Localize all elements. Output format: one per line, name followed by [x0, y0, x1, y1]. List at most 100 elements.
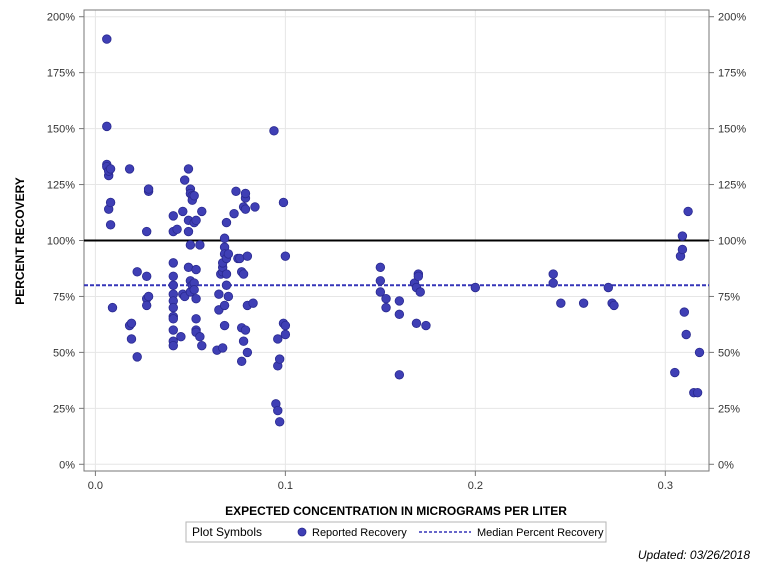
data-point: [548, 269, 558, 279]
data-point: [102, 34, 112, 44]
data-point: [132, 267, 142, 277]
data-point: [242, 251, 253, 261]
data-point: [229, 208, 239, 219]
data-point: [221, 269, 232, 279]
legend: Plot Symbols Reported Recovery Median Pe…: [185, 521, 607, 543]
y-tick-label-right: 175%: [718, 68, 746, 80]
data-point: [195, 332, 205, 342]
legend-marker-reported-recovery: [297, 527, 307, 537]
data-point: [217, 343, 228, 353]
y-tick-label-left: 200%: [47, 12, 75, 24]
data-point: [168, 211, 178, 221]
data-point: [143, 184, 154, 194]
data-point: [280, 320, 291, 331]
data-point: [141, 226, 152, 237]
data-point: [274, 417, 285, 427]
updated-date-text: Updated: 03/26/2018: [637, 548, 750, 562]
x-tick-label: 0.0: [88, 480, 103, 492]
data-point: [413, 271, 424, 282]
data-point: [185, 240, 196, 250]
data-point: [603, 282, 614, 293]
data-point: [556, 298, 566, 308]
data-point: [681, 329, 691, 340]
data-point: [221, 217, 232, 228]
y-tick-label-right: 0%: [718, 459, 734, 471]
data-point: [219, 300, 230, 311]
data-point: [143, 291, 154, 302]
y-axis-title: PERCENT RECOVERY: [13, 177, 27, 305]
data-point: [692, 387, 703, 398]
legend-label-median-percent-recovery: Median Percent Recovery: [477, 527, 604, 539]
y-tick-label-left: 175%: [47, 68, 75, 80]
data-point: [183, 226, 194, 237]
data-point: [375, 262, 386, 273]
data-point: [280, 251, 291, 261]
data-point: [176, 332, 186, 342]
data-point: [124, 164, 135, 174]
data-point: [197, 206, 207, 217]
data-point: [168, 340, 178, 351]
data-point: [219, 233, 230, 243]
data-point: [126, 318, 137, 329]
data-point: [394, 296, 405, 306]
data-point: [240, 204, 251, 214]
data-point: [375, 287, 386, 297]
data-point: [240, 188, 251, 199]
y-tick-label-left: 100%: [47, 236, 75, 248]
data-point: [132, 352, 142, 362]
y-tick-label-right: 200%: [718, 12, 746, 24]
data-point: [168, 325, 178, 335]
data-point: [236, 356, 247, 367]
data-point: [102, 121, 112, 132]
x-tick-label: 0.3: [658, 480, 673, 492]
y-tick-label-right: 50%: [718, 347, 740, 359]
data-point: [141, 300, 152, 311]
data-point: [415, 287, 425, 297]
x-tick-label: 0.1: [278, 480, 293, 492]
data-point: [178, 206, 188, 217]
data-point: [107, 302, 118, 313]
data-point: [242, 347, 253, 358]
y-tick-label-left: 125%: [47, 180, 75, 192]
data-point: [219, 320, 230, 331]
data-point: [280, 329, 291, 340]
data-point: [231, 186, 241, 196]
data-point: [240, 325, 251, 335]
data-point: [269, 126, 279, 136]
data-point: [183, 164, 194, 174]
data-point: [168, 258, 178, 268]
y-tick-label-left: 0%: [59, 459, 75, 471]
data-point: [221, 280, 232, 290]
data-point: [421, 320, 431, 331]
data-point: [214, 289, 224, 299]
data-point: [394, 309, 405, 320]
y-tick-label-right: 25%: [718, 403, 740, 415]
y-tick-label-left: 25%: [53, 403, 75, 415]
data-point: [238, 336, 249, 346]
data-point: [168, 302, 178, 313]
data-point: [578, 298, 589, 308]
data-point: [126, 334, 137, 344]
y-tick-label-left: 75%: [53, 291, 75, 303]
data-point: [172, 224, 182, 235]
data-point: [250, 202, 260, 212]
data-point: [168, 280, 178, 290]
reported-recovery-points: [102, 34, 705, 427]
data-point: [273, 405, 283, 416]
y-tick-label-right: 125%: [718, 180, 746, 192]
data-point: [197, 340, 207, 351]
x-axis-title: EXPECTED CONCENTRATION IN MICROGRAMS PER…: [225, 504, 567, 518]
data-point: [677, 231, 688, 241]
data-point: [694, 347, 705, 358]
data-point: [191, 293, 201, 304]
data-point: [381, 293, 391, 304]
data-point: [189, 285, 199, 295]
data-point: [141, 271, 152, 282]
y-tick-label-right: 150%: [718, 124, 746, 136]
legend-title: Plot Symbols: [192, 525, 262, 539]
data-point: [238, 269, 249, 279]
y-tick-label-left: 150%: [47, 124, 75, 136]
data-point: [223, 291, 234, 302]
data-point: [278, 197, 289, 208]
